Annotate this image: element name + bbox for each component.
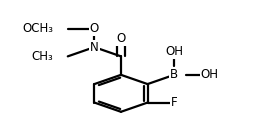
Text: O: O bbox=[116, 32, 126, 45]
Text: CH₃: CH₃ bbox=[32, 50, 53, 63]
Text: OH: OH bbox=[165, 45, 183, 58]
Text: F: F bbox=[171, 96, 177, 109]
Text: O: O bbox=[90, 22, 99, 35]
Text: N: N bbox=[90, 41, 99, 54]
Text: OCH₃: OCH₃ bbox=[22, 22, 53, 35]
Text: B: B bbox=[170, 68, 178, 81]
Text: OH: OH bbox=[201, 68, 219, 81]
